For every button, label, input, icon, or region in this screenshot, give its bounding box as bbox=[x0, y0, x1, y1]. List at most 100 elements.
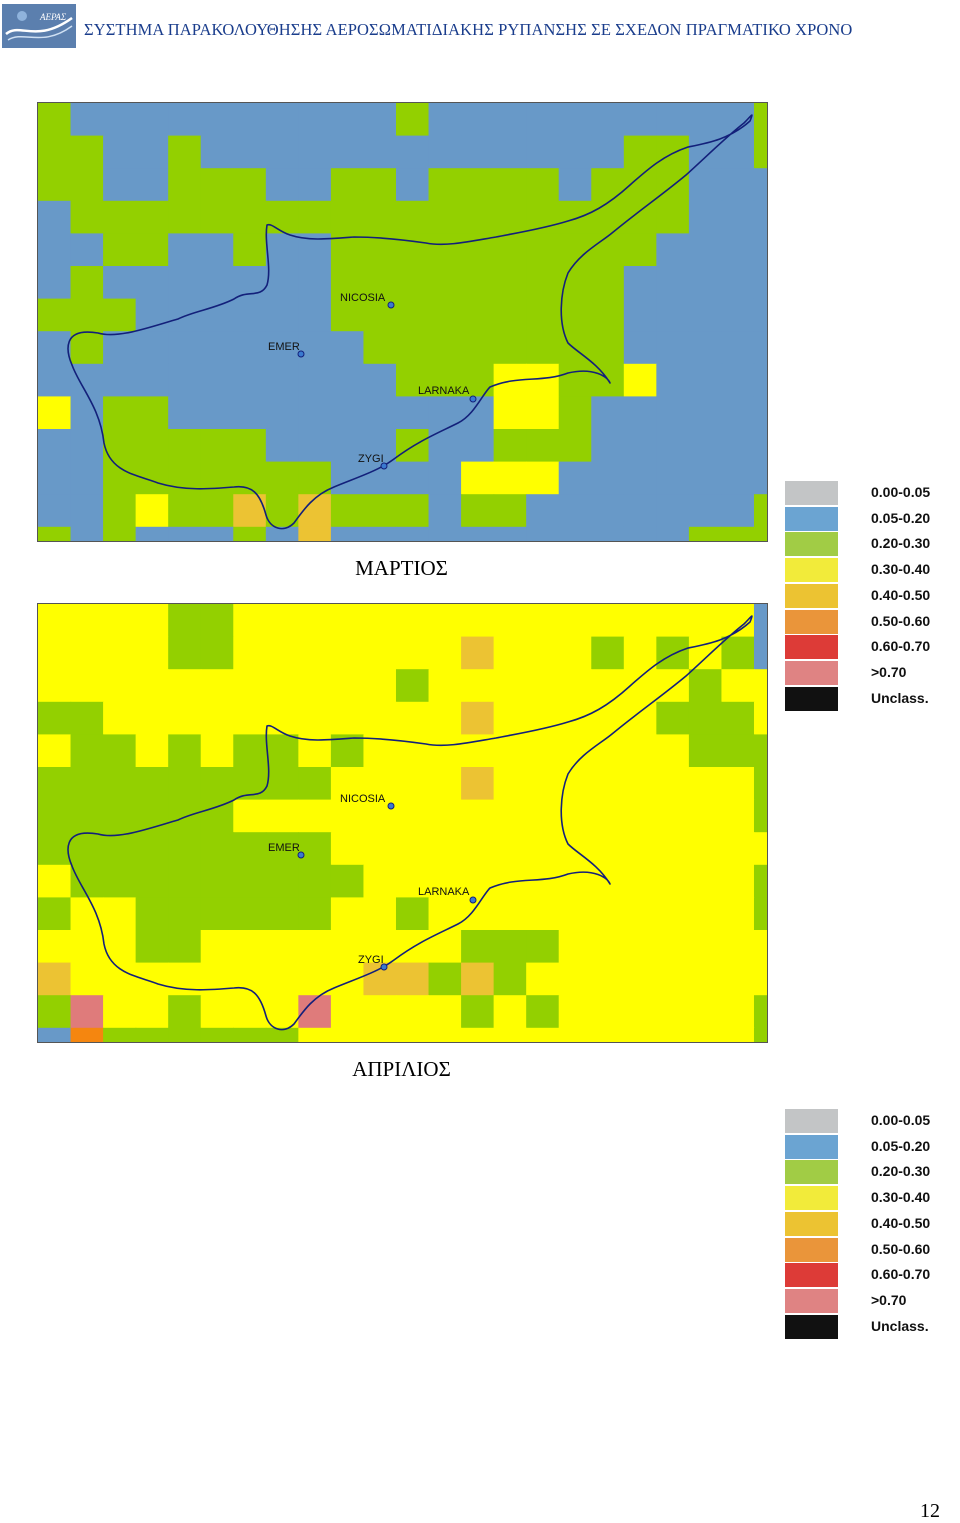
grid-cell bbox=[591, 636, 625, 670]
grid-cell bbox=[753, 995, 767, 1029]
grid-cell bbox=[623, 930, 657, 964]
grid-cell bbox=[558, 461, 592, 495]
legend-item: 0.05-0.20 bbox=[785, 1134, 955, 1159]
grid-cell bbox=[656, 767, 690, 801]
grid-cell bbox=[38, 701, 72, 735]
grid-cell bbox=[558, 832, 592, 866]
grid-cell bbox=[461, 799, 495, 833]
grid-cell bbox=[526, 832, 560, 866]
grid-cell bbox=[265, 266, 299, 300]
grid-cell bbox=[558, 494, 592, 528]
city-label: ZYGI bbox=[358, 453, 384, 465]
grid-cell bbox=[558, 331, 592, 365]
grid-cell bbox=[753, 604, 767, 638]
grid-cell bbox=[38, 429, 72, 463]
grid-cell bbox=[135, 526, 169, 541]
grid-cell bbox=[265, 864, 299, 898]
legend-label: 0.05-0.20 bbox=[871, 509, 931, 526]
grid-cell bbox=[395, 233, 430, 267]
grid-cell bbox=[558, 995, 592, 1029]
grid-cell bbox=[103, 995, 137, 1029]
legend-item: Unclass. bbox=[785, 1314, 955, 1339]
grid-cell bbox=[656, 396, 690, 430]
grid-cell bbox=[493, 233, 527, 267]
grid-cell bbox=[103, 526, 137, 541]
grid-cell bbox=[428, 298, 462, 332]
grid-cell bbox=[70, 103, 104, 137]
grid-cell bbox=[623, 494, 657, 528]
legend-item: >0.70 bbox=[785, 1288, 955, 1313]
grid-cell bbox=[200, 636, 234, 670]
grid-cell bbox=[428, 864, 462, 898]
grid-cell bbox=[428, 200, 462, 234]
city-marker bbox=[387, 802, 395, 810]
grid-cell bbox=[688, 168, 723, 202]
grid-cell bbox=[135, 429, 169, 463]
grid-cell bbox=[721, 135, 755, 169]
grid-cell bbox=[688, 233, 723, 267]
grid-cell bbox=[591, 461, 625, 495]
grid-cell bbox=[363, 200, 397, 234]
grid-cell bbox=[330, 832, 365, 866]
grid-cell bbox=[298, 604, 332, 638]
grid-cell bbox=[558, 636, 592, 670]
grid-cell bbox=[656, 832, 690, 866]
grid-cell bbox=[623, 701, 657, 735]
grid-cell bbox=[265, 1027, 299, 1042]
city-marker bbox=[469, 896, 477, 904]
grid-cell bbox=[103, 135, 137, 169]
grid-cell bbox=[200, 298, 234, 332]
legend-swatch bbox=[785, 1263, 838, 1288]
grid-cell bbox=[591, 832, 625, 866]
grid-cell bbox=[395, 331, 430, 365]
grid-cell bbox=[428, 494, 462, 528]
grid-cell bbox=[168, 331, 202, 365]
grid-cell bbox=[363, 701, 397, 735]
grid-cell bbox=[298, 930, 332, 964]
city-marker bbox=[380, 963, 388, 971]
grid-cell bbox=[656, 429, 690, 463]
grid-cell bbox=[38, 396, 72, 430]
grid-cell bbox=[38, 962, 72, 996]
coastline bbox=[67, 114, 753, 530]
grid-cell bbox=[168, 832, 202, 866]
grid-cell bbox=[168, 526, 202, 541]
grid-cell bbox=[428, 233, 462, 267]
grid-cell bbox=[688, 429, 723, 463]
grid-cell bbox=[70, 995, 104, 1029]
page-header: ΑΕΡΑΣ ΣΥΣΤΗΜΑ ΠΑΡΑΚΟΛΟΥΘΗΣΗΣ ΑΕΡΟΣΩΜΑΤΙΔ… bbox=[0, 0, 960, 50]
legend-swatch bbox=[785, 1314, 838, 1339]
grid-cell bbox=[330, 799, 365, 833]
grid-cell bbox=[363, 266, 397, 300]
grid-cell bbox=[265, 103, 299, 137]
grid-cell bbox=[135, 636, 169, 670]
grid-cell bbox=[395, 266, 430, 300]
grid-cell bbox=[135, 995, 169, 1029]
grid-cell bbox=[330, 461, 365, 495]
grid-cell bbox=[558, 767, 592, 801]
grid-cell bbox=[688, 461, 723, 495]
grid-cell bbox=[558, 669, 592, 703]
grid-cell bbox=[428, 897, 462, 931]
grid-cell bbox=[265, 767, 299, 801]
grid-cell bbox=[265, 429, 299, 463]
grid-cell bbox=[591, 298, 625, 332]
grid-cell bbox=[493, 266, 527, 300]
grid-cell bbox=[363, 494, 397, 528]
grid-cell bbox=[428, 701, 462, 735]
legend-item: 0.40-0.50 bbox=[785, 1211, 955, 1236]
grid-cell bbox=[298, 526, 332, 541]
grid-cell bbox=[265, 636, 299, 670]
grid-cell bbox=[493, 832, 527, 866]
grid-cell bbox=[688, 103, 723, 137]
grid-cell bbox=[265, 930, 299, 964]
grid-cell bbox=[395, 461, 430, 495]
grid-cell bbox=[526, 701, 560, 735]
legend-item: 0.50-0.60 bbox=[785, 1237, 955, 1262]
grid-cell bbox=[200, 168, 234, 202]
grid-cell bbox=[168, 396, 202, 430]
grid-cell bbox=[623, 995, 657, 1029]
grid-cell bbox=[103, 604, 137, 638]
grid-cell bbox=[526, 962, 560, 996]
grid-cell bbox=[233, 200, 267, 234]
